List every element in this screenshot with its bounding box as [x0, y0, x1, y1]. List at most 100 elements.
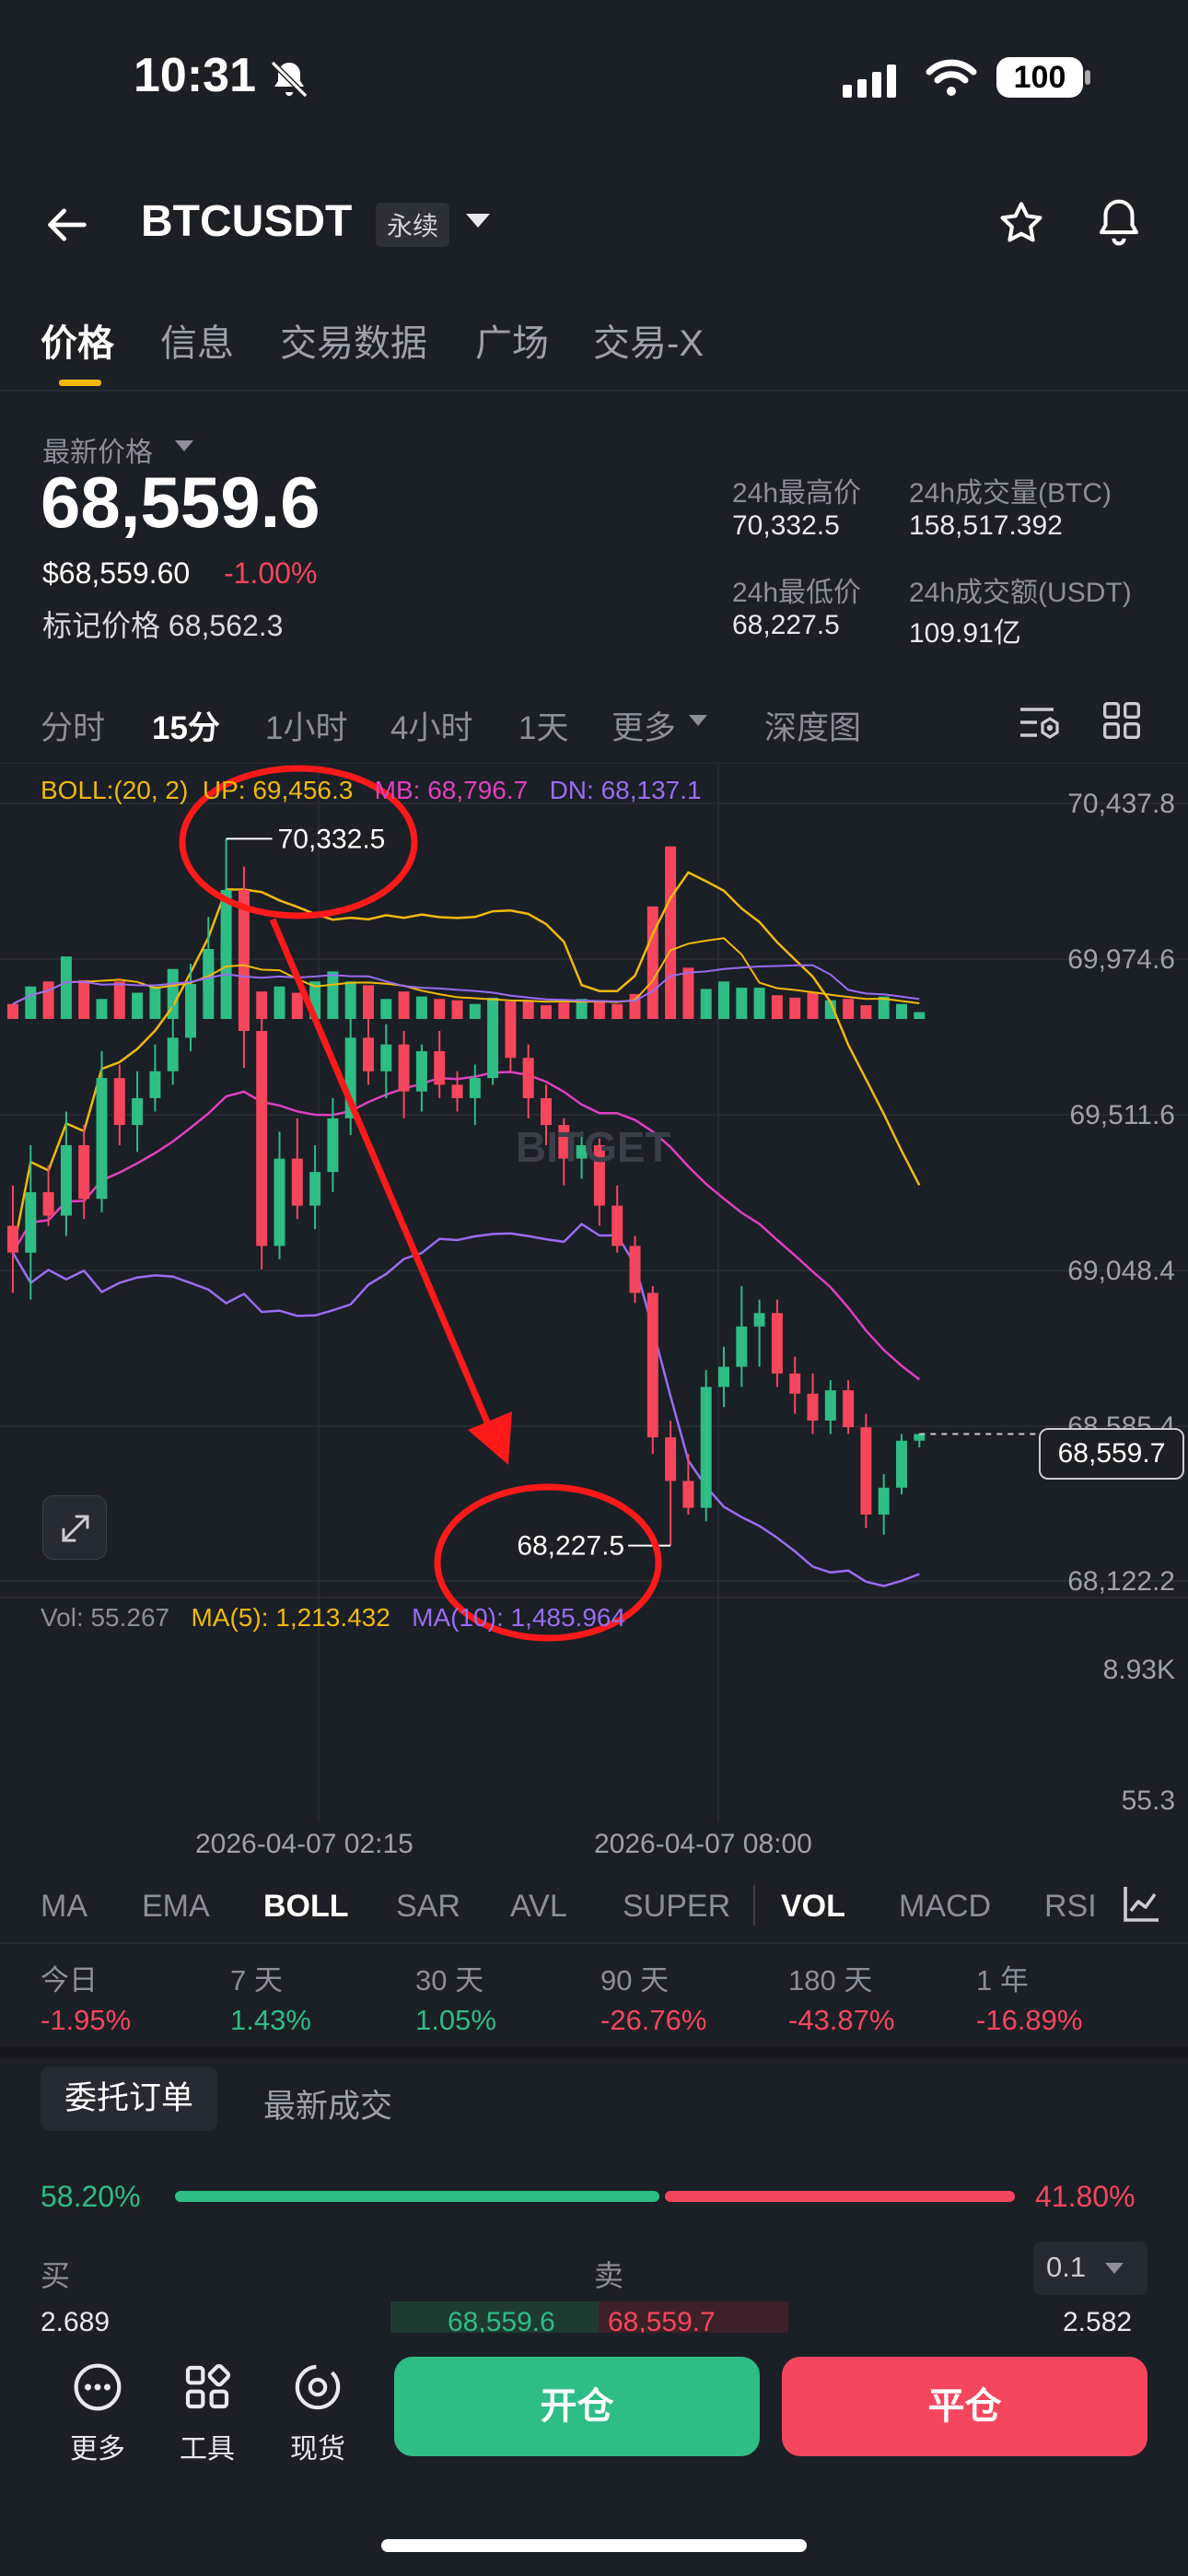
- candle-body: [42, 1192, 54, 1216]
- candle-body: [576, 1144, 588, 1159]
- candle-body: [558, 1125, 570, 1159]
- tab-trading-data[interactable]: 交易数据: [280, 323, 427, 364]
- candle-body: [860, 1427, 872, 1515]
- notification-bell-icon[interactable]: [1094, 195, 1144, 249]
- candle-body: [878, 1487, 890, 1515]
- chart-settings-icon[interactable]: [1017, 702, 1061, 743]
- perf-value-7d: 1.43%: [230, 2004, 311, 2036]
- depth-chart-tab[interactable]: 深度图: [764, 710, 862, 746]
- indicator-ma[interactable]: MA: [41, 1889, 87, 1924]
- perf-label-180d: 180 天: [788, 1964, 873, 1996]
- volume-ma10-line: [12, 964, 920, 1005]
- volume-bar: [60, 956, 72, 1019]
- candle-body: [736, 1326, 748, 1367]
- candle-body: [665, 1437, 677, 1481]
- volume-legend: Vol: 55.267 MA(5): 1,213.432 MA(10): 1,4…: [41, 1603, 625, 1633]
- volume-axis-label: 8.93K: [1102, 1655, 1175, 1685]
- depth-precision-value: 0.1: [1046, 2251, 1087, 2283]
- volume-bar: [646, 906, 658, 1019]
- timeframe-1h[interactable]: 1小时: [265, 710, 348, 746]
- candle-body: [185, 990, 196, 1038]
- candle-body: [203, 956, 215, 991]
- indicator-rsi[interactable]: RSI: [1044, 1889, 1097, 1924]
- candle-body: [469, 1078, 481, 1098]
- tab-trade-x[interactable]: 交易-X: [593, 323, 704, 364]
- ask-quantity: 2.582: [1063, 2307, 1133, 2333]
- timeframe-15m[interactable]: 15分: [152, 710, 220, 746]
- candle-body: [7, 1225, 18, 1253]
- tab-square[interactable]: 广场: [475, 323, 549, 364]
- status-time: 10:31: [134, 49, 256, 102]
- symbol-title[interactable]: BTCUSDT: [141, 197, 353, 246]
- candle-body: [843, 1390, 855, 1428]
- spot-label: 现货: [290, 2434, 345, 2465]
- volume-bar: [415, 996, 427, 1019]
- depth-precision-select[interactable]: 0.1: [1033, 2242, 1147, 2295]
- last-price-tag: 68,559.7: [1039, 1428, 1184, 1480]
- indicator-boll[interactable]: BOLL: [263, 1889, 349, 1924]
- cellular-signal-icon: [843, 64, 896, 98]
- buy-column-label: 买: [41, 2259, 71, 2292]
- last-price-label[interactable]: 最新价格: [42, 438, 153, 468]
- layout-grid-icon[interactable]: [1101, 700, 1142, 741]
- boll-params: BOLL:(20, 2): [41, 776, 189, 804]
- price-chart[interactable]: 70,332.5 68,227.5: [0, 763, 1188, 1822]
- y-axis-label: 68,122.2: [1067, 1566, 1175, 1597]
- candle-body: [824, 1390, 836, 1421]
- usd-price: $68,559.60: [42, 556, 191, 590]
- volume-bar: [558, 1002, 570, 1019]
- volume-bar: [771, 995, 783, 1019]
- volume-bar: [736, 988, 748, 1019]
- volume-btc-value: 158,517.392: [909, 510, 1063, 541]
- indicator-ema[interactable]: EMA: [142, 1889, 210, 1924]
- spot-button[interactable]: 现货: [272, 2361, 364, 2465]
- indicator-vol[interactable]: VOL: [781, 1889, 845, 1924]
- candle-body: [451, 1084, 463, 1098]
- perf-label-today: 今日: [41, 1964, 98, 1996]
- close-position-button[interactable]: 平仓: [782, 2357, 1147, 2456]
- chevron-down-icon[interactable]: [1105, 2263, 1124, 2274]
- volume-bar: [398, 991, 410, 1019]
- y-axis-label: 69,511.6: [1069, 1100, 1175, 1130]
- candle-body: [238, 889, 250, 1032]
- volume-bar: [753, 988, 765, 1019]
- timeframe-4h[interactable]: 4小时: [390, 710, 473, 746]
- volume-bar: [451, 1000, 463, 1019]
- back-arrow-icon[interactable]: [44, 201, 92, 249]
- bell-mute-icon: [270, 60, 309, 99]
- candle-body: [274, 1158, 285, 1247]
- star-icon[interactable]: [996, 198, 1046, 248]
- indicator-settings-icon[interactable]: [1120, 1881, 1164, 1926]
- x-axis-label: 2026-04-07 08:00: [594, 1829, 812, 1859]
- more-button[interactable]: 更多: [52, 2361, 144, 2465]
- candle-body: [646, 1293, 658, 1438]
- indicator-super[interactable]: SUPER: [623, 1889, 731, 1924]
- bid-price: 68,559.6: [448, 2307, 555, 2333]
- tools-grid-icon: [185, 2363, 231, 2409]
- timeframe-more[interactable]: 更多: [611, 710, 677, 746]
- indicator-avl[interactable]: AVL: [510, 1889, 567, 1924]
- tab-recent-trades[interactable]: 最新成交: [263, 2089, 393, 2125]
- tab-price[interactable]: 价格: [41, 323, 114, 364]
- volume-btc-label: 24h成交量(BTC): [909, 478, 1112, 509]
- tab-order-book[interactable]: 委托订单: [41, 2067, 218, 2131]
- chevron-down-icon[interactable]: [689, 715, 707, 726]
- symbol-dropdown-icon[interactable]: [466, 214, 490, 228]
- timeframe-line[interactable]: 分时: [41, 710, 106, 746]
- timeframe-1d[interactable]: 1天: [518, 710, 569, 746]
- candle-body: [132, 1097, 144, 1126]
- chevron-down-icon[interactable]: [175, 440, 193, 451]
- tools-button[interactable]: 工具: [161, 2361, 253, 2465]
- candle-body: [789, 1373, 801, 1394]
- candle-body: [415, 1050, 427, 1092]
- open-position-button[interactable]: 开仓: [394, 2357, 760, 2456]
- fullscreen-button[interactable]: [42, 1495, 107, 1560]
- y-axis-label: 70,437.8: [1067, 789, 1175, 819]
- watermark: BITGET: [516, 1123, 671, 1171]
- tab-info[interactable]: 信息: [160, 323, 234, 364]
- boll-upper-line: [11, 871, 921, 1253]
- indicator-sar[interactable]: SAR: [396, 1889, 460, 1924]
- order-book-row[interactable]: 2.689 68,559.6 68,559.7 2.582: [0, 2301, 1188, 2333]
- ask-price: 68,559.7: [608, 2307, 716, 2333]
- indicator-macd[interactable]: MACD: [899, 1889, 992, 1924]
